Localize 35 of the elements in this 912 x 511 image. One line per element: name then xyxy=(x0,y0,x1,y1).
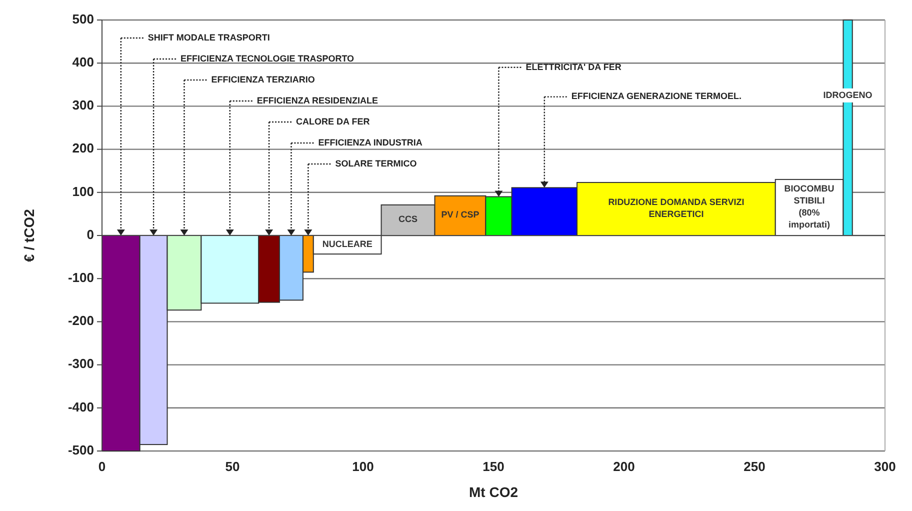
annotation: NUCLEARE xyxy=(322,239,372,250)
y-tick-label: 400 xyxy=(72,54,94,70)
x-tick-label: 50 xyxy=(225,459,240,474)
x-tick-label: 200 xyxy=(613,459,635,474)
annotation: EFFICIENZA INDUSTRIA xyxy=(318,137,423,148)
annotation: BIOCOMBU STIBILI (80% importati) xyxy=(784,184,834,230)
y-tick-label: 500 xyxy=(72,11,94,26)
annotation: SOLARE TERMICO xyxy=(335,158,417,168)
x-tick-label: 0 xyxy=(98,459,106,474)
annotation: RIDUZIONE DOMANDA SERVIZI ENERGETICI xyxy=(608,197,744,220)
x-axis-title: Mt CO2 xyxy=(469,484,518,500)
annotation: CALORE DA FER xyxy=(296,116,370,126)
annotation: IDROGENO xyxy=(823,90,872,100)
x-tick-label: 100 xyxy=(352,459,374,474)
y-axis-title: € / tCO2 xyxy=(21,208,37,262)
annotation: ELETTRICITA' DA FER xyxy=(526,62,622,72)
y-tick-label: 100 xyxy=(72,184,94,199)
y-tick-label: 0 xyxy=(86,226,94,242)
y-tick-label: 200 xyxy=(72,140,94,156)
annotation: CCS xyxy=(398,214,418,225)
annotation: SHIFT MODALE TRASPORTI xyxy=(148,32,270,42)
y-tick-label: -200 xyxy=(68,313,94,328)
y-tick-label: -300 xyxy=(68,356,94,372)
y-tick-label: -100 xyxy=(68,270,94,286)
x-tick-label: 250 xyxy=(744,459,766,474)
annotation: EFFICIENZA RESIDENZIALE xyxy=(256,95,378,106)
annotation: PV / CSP xyxy=(441,210,480,220)
y-tick-label: -500 xyxy=(68,442,94,458)
y-tick-label: 300 xyxy=(72,98,94,113)
x-tick-label: 300 xyxy=(874,459,896,474)
annotation: EFFICIENZA TECNOLOGIE TRASPORTO xyxy=(180,53,354,64)
x-tick-label: 150 xyxy=(482,459,504,474)
annotation: EFFICIENZA TERZIARIO xyxy=(211,74,315,84)
y-tick-label: -400 xyxy=(68,399,94,414)
annotation: EFFICIENZA GENERAZIONE TERMOEL. xyxy=(571,91,742,102)
